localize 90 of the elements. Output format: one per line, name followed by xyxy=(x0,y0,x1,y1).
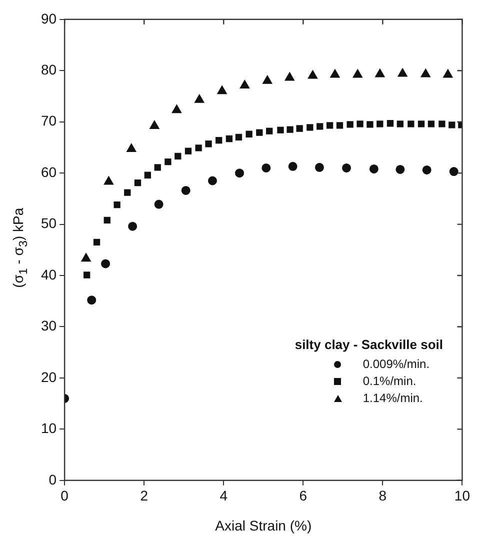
legend-label: 0.009%/min. xyxy=(362,357,430,371)
point xyxy=(443,69,453,78)
point xyxy=(418,120,425,128)
point xyxy=(93,238,100,246)
point xyxy=(164,158,172,166)
point xyxy=(448,122,456,128)
x-tick-label: 4 xyxy=(220,488,228,504)
point xyxy=(134,179,142,186)
point xyxy=(226,135,233,142)
point xyxy=(84,272,90,278)
point xyxy=(124,189,131,196)
legend-label: 0.1%/min. xyxy=(362,374,416,388)
point xyxy=(449,167,458,176)
y-tick-label: 10 xyxy=(40,420,57,436)
point xyxy=(235,168,244,178)
point xyxy=(352,69,362,78)
point xyxy=(342,163,351,172)
point xyxy=(114,201,120,208)
point xyxy=(205,140,212,148)
point xyxy=(396,164,405,174)
x-tick-label: 10 xyxy=(454,488,470,504)
point xyxy=(420,68,430,78)
point xyxy=(101,259,110,268)
point xyxy=(104,176,114,185)
y-tick-label: 30 xyxy=(40,318,57,334)
point xyxy=(277,126,284,134)
point xyxy=(246,130,252,138)
y-tick-label: 70 xyxy=(40,112,57,129)
point xyxy=(356,120,364,128)
point xyxy=(195,144,202,152)
y-tick-label: 20 xyxy=(40,368,57,385)
point xyxy=(150,120,160,129)
point xyxy=(181,186,190,195)
point xyxy=(144,172,152,178)
point xyxy=(428,120,435,128)
point xyxy=(256,129,263,136)
point xyxy=(240,80,250,88)
point xyxy=(376,120,384,128)
x-tick-label: 0 xyxy=(60,488,69,504)
point xyxy=(87,296,96,305)
point xyxy=(208,176,217,186)
point xyxy=(172,104,182,114)
point xyxy=(184,148,192,154)
y-tick-label: 60 xyxy=(40,164,57,180)
x-tick-label: 2 xyxy=(140,488,148,504)
point xyxy=(217,86,227,94)
legend-title: silty clay - Sackville soil xyxy=(294,337,443,352)
point xyxy=(336,122,344,129)
point xyxy=(126,143,136,152)
point xyxy=(286,126,294,133)
point xyxy=(284,72,294,81)
y-tick-label: 0 xyxy=(48,471,57,488)
point xyxy=(330,69,340,78)
point xyxy=(396,120,404,128)
point xyxy=(154,200,164,209)
x-axis-title: Axial Strain (%) xyxy=(215,517,312,534)
point xyxy=(346,121,354,128)
x-tick-label: 6 xyxy=(299,488,308,504)
point xyxy=(216,136,222,144)
point xyxy=(375,68,385,78)
point xyxy=(104,216,110,224)
point xyxy=(438,120,446,128)
y-tick-label: 40 xyxy=(40,266,57,282)
point xyxy=(308,70,318,79)
point xyxy=(314,162,324,172)
point xyxy=(398,68,408,77)
point xyxy=(366,121,374,128)
point xyxy=(316,123,324,130)
point xyxy=(235,134,242,141)
x-tick-label: 8 xyxy=(378,488,387,504)
point xyxy=(262,163,271,172)
point xyxy=(128,222,138,231)
point xyxy=(386,120,394,127)
point xyxy=(262,75,272,84)
point xyxy=(408,120,414,128)
y-tick-label: 50 xyxy=(40,215,57,232)
point xyxy=(288,162,298,171)
point xyxy=(296,125,303,132)
point xyxy=(422,165,432,174)
point xyxy=(266,128,273,134)
point xyxy=(174,152,182,160)
point xyxy=(369,164,378,174)
point xyxy=(81,253,91,262)
point xyxy=(306,124,314,131)
y-tick-label: 90 xyxy=(40,10,57,26)
legend-label: 1.14%/min. xyxy=(362,391,423,405)
point xyxy=(154,164,161,171)
point xyxy=(326,122,334,129)
point xyxy=(194,94,204,103)
y-tick-label: 80 xyxy=(40,61,57,78)
